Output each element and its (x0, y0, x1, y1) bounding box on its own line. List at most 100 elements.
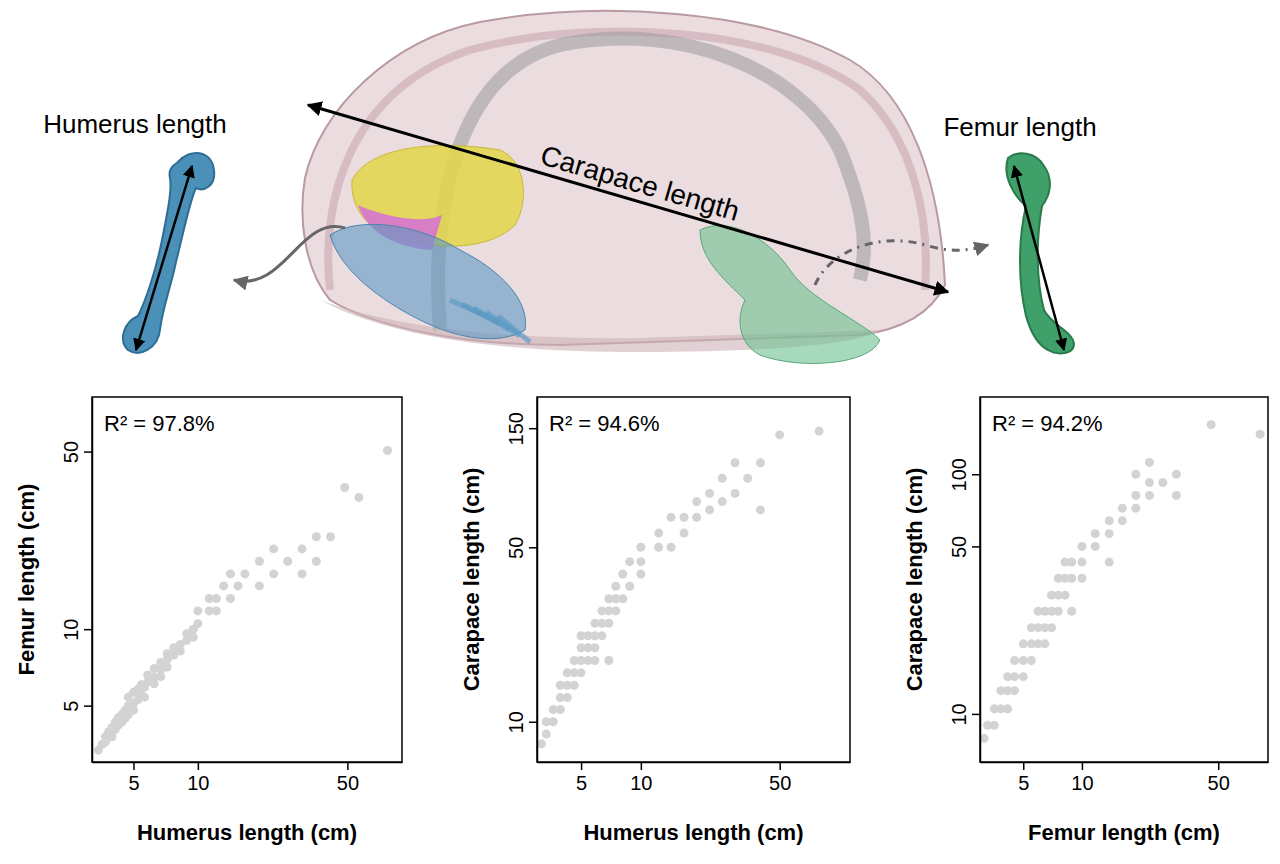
point (705, 489, 714, 498)
x-tick-label: 10 (630, 772, 652, 794)
point (269, 569, 278, 578)
x-tick-mark (641, 762, 643, 770)
point (756, 505, 765, 514)
points (94, 446, 392, 755)
point (692, 497, 701, 506)
point (1118, 516, 1127, 525)
point (1172, 491, 1181, 500)
annotation: R² = 97.8% (104, 411, 215, 436)
point (1067, 574, 1076, 583)
point (1010, 656, 1019, 665)
plot-frame (92, 397, 402, 762)
y-axis-title: Femur length (cm) (14, 484, 39, 676)
point (1077, 574, 1086, 583)
point (1131, 491, 1140, 500)
point (1118, 504, 1127, 513)
point (1010, 686, 1019, 695)
point (226, 569, 235, 578)
point (570, 681, 579, 690)
point (731, 458, 740, 467)
point (636, 557, 645, 566)
point (577, 668, 586, 677)
point (743, 474, 752, 483)
annotation: R² = 94.6% (549, 411, 660, 436)
point (667, 513, 676, 522)
y-tick-label: 150 (505, 412, 527, 445)
y-tick-label: 10 (505, 711, 527, 733)
x-tick-label: 5 (128, 772, 139, 794)
scatter-panel: 510501050150Humerus length (cm)Carapace … (459, 397, 851, 845)
point (537, 739, 546, 748)
point (654, 529, 663, 538)
point (1105, 529, 1114, 538)
point (1019, 656, 1028, 665)
illustration: Humerus lengthCarapace lengthFemur lengt… (43, 11, 1096, 363)
humerus-bone (123, 153, 214, 353)
x-tick: 50 (769, 762, 791, 794)
point (240, 569, 249, 578)
x-tick: 50 (337, 762, 359, 794)
point (219, 581, 228, 590)
y-axis: 1050100 (948, 398, 981, 763)
plot-frame (537, 397, 850, 762)
point (667, 543, 676, 552)
y-tick: 10 (60, 619, 92, 641)
y-tick-label: 50 (505, 537, 527, 559)
x-tick-label: 10 (187, 772, 209, 794)
point (990, 721, 999, 730)
point (1077, 558, 1086, 567)
x-tick-label: 50 (337, 772, 359, 794)
y-axis-title: Carapace length (cm) (459, 468, 484, 692)
point (1256, 430, 1265, 439)
y-tick-label: 10 (948, 703, 970, 725)
point (255, 581, 264, 590)
x-tick-mark (779, 762, 781, 770)
y-tick-mark (972, 474, 980, 476)
point (618, 594, 627, 603)
y-tick: 50 (948, 536, 980, 558)
point (604, 619, 613, 628)
point (680, 513, 689, 522)
point (1019, 639, 1028, 648)
point (1172, 470, 1181, 479)
y-tick-label: 10 (60, 619, 82, 641)
point (590, 643, 599, 652)
y-tick-mark (84, 705, 92, 707)
y-tick-mark (972, 714, 980, 716)
point (980, 734, 989, 743)
point (815, 427, 824, 436)
diagram-label: Carapace length (537, 140, 743, 227)
x-axis: 5 10 50 (93, 762, 403, 794)
carapace-shell (302, 11, 945, 345)
point (1145, 478, 1154, 487)
point (636, 543, 645, 552)
point (556, 705, 565, 714)
point (1027, 656, 1036, 665)
y-axis: 51050 (60, 398, 93, 763)
point (1047, 623, 1056, 632)
diagram-label: Femur length (943, 112, 1096, 142)
y-tick-label: 5 (60, 701, 82, 712)
point (718, 474, 727, 483)
points (537, 427, 824, 749)
point (193, 606, 202, 615)
point (1091, 529, 1100, 538)
y-tick-label: 50 (948, 536, 970, 558)
x-tick-mark (1023, 762, 1025, 770)
x-tick: 5 (576, 762, 587, 794)
x-axis-title: Femur length (cm) (1028, 820, 1220, 845)
point (1067, 607, 1076, 616)
x-tick: 50 (1208, 762, 1230, 794)
x-tick-mark (198, 762, 200, 770)
y-tick: 50 (505, 537, 537, 559)
x-axis-line (538, 762, 851, 764)
point (636, 569, 645, 578)
y-axis-title: Carapace length (cm) (902, 468, 927, 692)
point (176, 647, 185, 656)
point (1131, 470, 1140, 479)
point (129, 706, 138, 715)
point (312, 532, 321, 541)
point (1067, 558, 1076, 567)
point (756, 458, 765, 467)
y-tick-mark (529, 547, 537, 549)
